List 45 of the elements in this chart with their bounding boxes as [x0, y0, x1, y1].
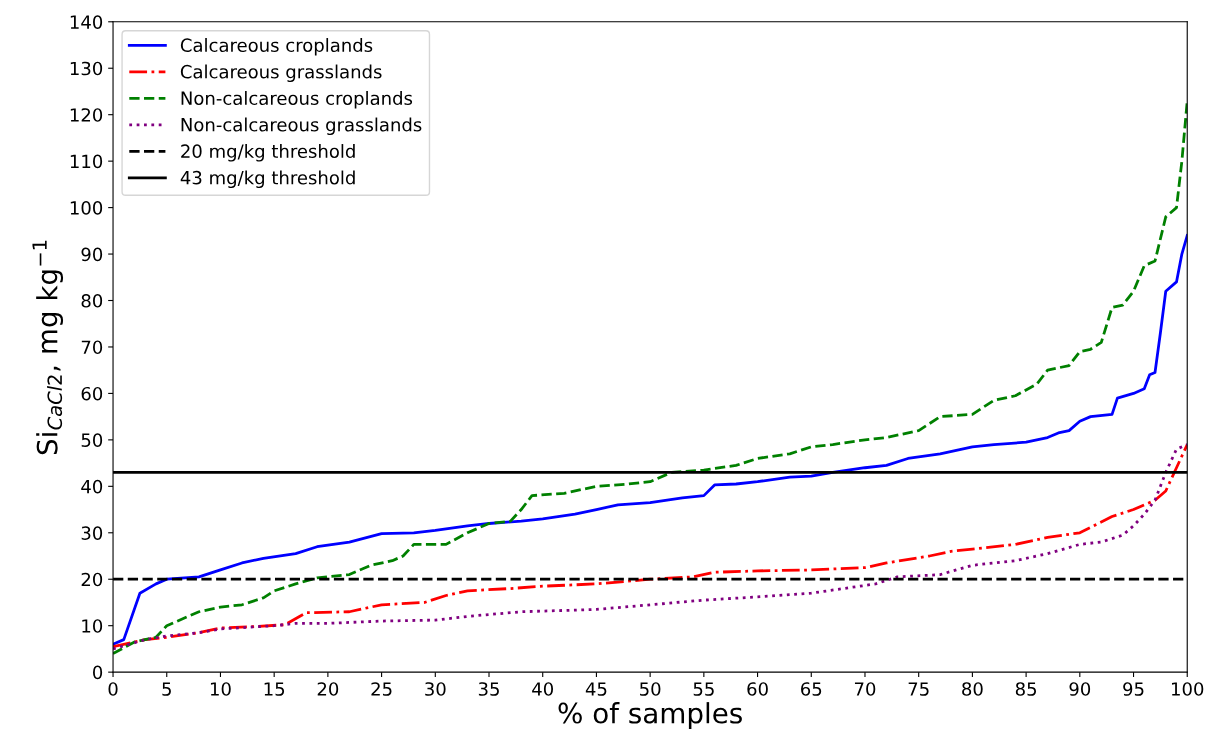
x-tick-label: 30 — [425, 682, 446, 696]
x-tick-label: 90 — [1069, 682, 1091, 696]
y-tick-label: 100 — [70, 201, 103, 215]
legend-label: 20 mg/kg threshold — [181, 144, 355, 162]
x-tick-label: 60 — [747, 682, 768, 696]
x-tick-label: 35 — [478, 682, 499, 696]
x-tick-label: 65 — [801, 682, 822, 696]
y-tick-label: 20 — [81, 572, 103, 587]
x-tick-label: 10 — [210, 682, 231, 696]
x-tick-label: 95 — [1123, 682, 1144, 696]
x-tick-label: 85 — [1015, 682, 1037, 696]
line-series — [113, 234, 1188, 646]
x-tick-label: 100 — [1171, 682, 1204, 696]
x-tick-label: 5 — [162, 682, 171, 696]
y-tick-label: 60 — [81, 386, 103, 401]
legend-label: Non-calcareous grasslands — [181, 117, 422, 136]
x-tick-label: 15 — [264, 682, 285, 696]
y-tick-label: 130 — [70, 61, 103, 76]
y-axis-title: Si$_{CaCl2}$, mg kg$^{−1}$ — [32, 240, 64, 455]
y-tick-label: 110 — [70, 154, 103, 169]
x-tick-label: 75 — [908, 682, 929, 696]
x-tick-label: 45 — [585, 682, 607, 696]
x-tick-label: 25 — [371, 682, 392, 696]
y-tick-label: 120 — [70, 108, 103, 122]
x-tick-label: 40 — [532, 682, 554, 696]
x-tick-label: 55 — [693, 682, 714, 696]
x-tick-label: 20 — [317, 682, 339, 696]
y-tick-label: 90 — [81, 247, 103, 262]
y-tick-label: 50 — [81, 433, 103, 447]
x-tick-label: 80 — [962, 682, 983, 696]
y-tick-label: 0 — [93, 665, 103, 680]
y-tick-label: 140 — [70, 15, 103, 29]
legend-label: Non-calcareous croplands — [181, 91, 413, 109]
y-tick-label: 30 — [81, 526, 103, 540]
legend-label: Calcareous grasslands — [180, 64, 382, 83]
y-tick-label: 80 — [81, 293, 103, 308]
y-tick-label: 10 — [82, 619, 103, 633]
x-tick-label: 70 — [854, 682, 876, 696]
legend-label: Calcareous croplands — [180, 38, 373, 56]
y-tick-label: 70 — [81, 340, 103, 355]
x-tick-label: 50 — [640, 682, 661, 696]
x-tick-label: 0 — [108, 682, 118, 696]
x-axis-title: % of samples — [558, 702, 742, 729]
legend-label: 43 mg/kg threshold — [180, 170, 355, 189]
y-tick-label: 40 — [81, 479, 103, 494]
